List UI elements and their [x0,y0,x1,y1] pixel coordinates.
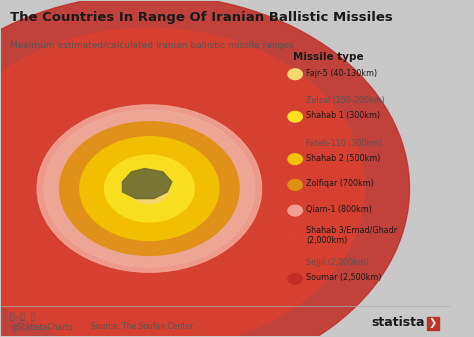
Circle shape [105,155,194,222]
Text: Fateh-110 (300km): Fateh-110 (300km) [306,139,383,148]
Polygon shape [122,168,172,198]
Circle shape [129,174,170,204]
Text: Source: The Soufan Center: Source: The Soufan Center [91,322,193,331]
Circle shape [44,110,255,267]
Text: statista: statista [372,316,425,329]
FancyBboxPatch shape [427,317,439,330]
Text: Soumar (2,500km): Soumar (2,500km) [306,273,382,282]
Circle shape [60,122,239,255]
Circle shape [288,69,302,80]
Text: The Countries In Range Of Iranian Ballistic Missiles: The Countries In Range Of Iranian Ballis… [10,11,393,24]
Text: Missile type: Missile type [293,52,364,62]
Circle shape [288,273,302,284]
Text: Zolfiqar (700km): Zolfiqar (700km) [306,179,374,188]
Text: ❯: ❯ [429,318,437,328]
Circle shape [60,122,239,255]
Text: Sejjil (2,000km): Sejjil (2,000km) [306,258,369,267]
Circle shape [37,105,262,272]
Circle shape [80,137,219,240]
Circle shape [105,155,194,222]
Text: ⓒ  ⓘ  Ⓢ: ⓒ ⓘ Ⓢ [10,313,36,322]
Circle shape [288,154,302,164]
Circle shape [0,0,410,337]
Text: Maximum estimated/calculated Iranian ballistic missile ranges: Maximum estimated/calculated Iranian bal… [10,41,294,51]
Text: Shahab 1 (300km): Shahab 1 (300km) [306,111,381,120]
Circle shape [288,205,302,216]
Circle shape [288,180,302,190]
Circle shape [129,174,170,204]
Circle shape [288,111,302,122]
Circle shape [80,137,219,240]
Circle shape [0,28,365,337]
Circle shape [37,105,262,272]
Text: @StatistaCharts: @StatistaCharts [10,322,73,331]
Text: Zelzal (150-200km): Zelzal (150-200km) [306,96,385,105]
Text: Qiam-1 (800km): Qiam-1 (800km) [306,205,372,214]
Text: Fajr-5 (40-130km): Fajr-5 (40-130km) [306,69,377,78]
Text: Shahab 2 (500km): Shahab 2 (500km) [306,154,381,163]
Circle shape [288,231,302,242]
Text: Shahab 3/Emad/Ghadr
(2,000km): Shahab 3/Emad/Ghadr (2,000km) [306,226,398,245]
